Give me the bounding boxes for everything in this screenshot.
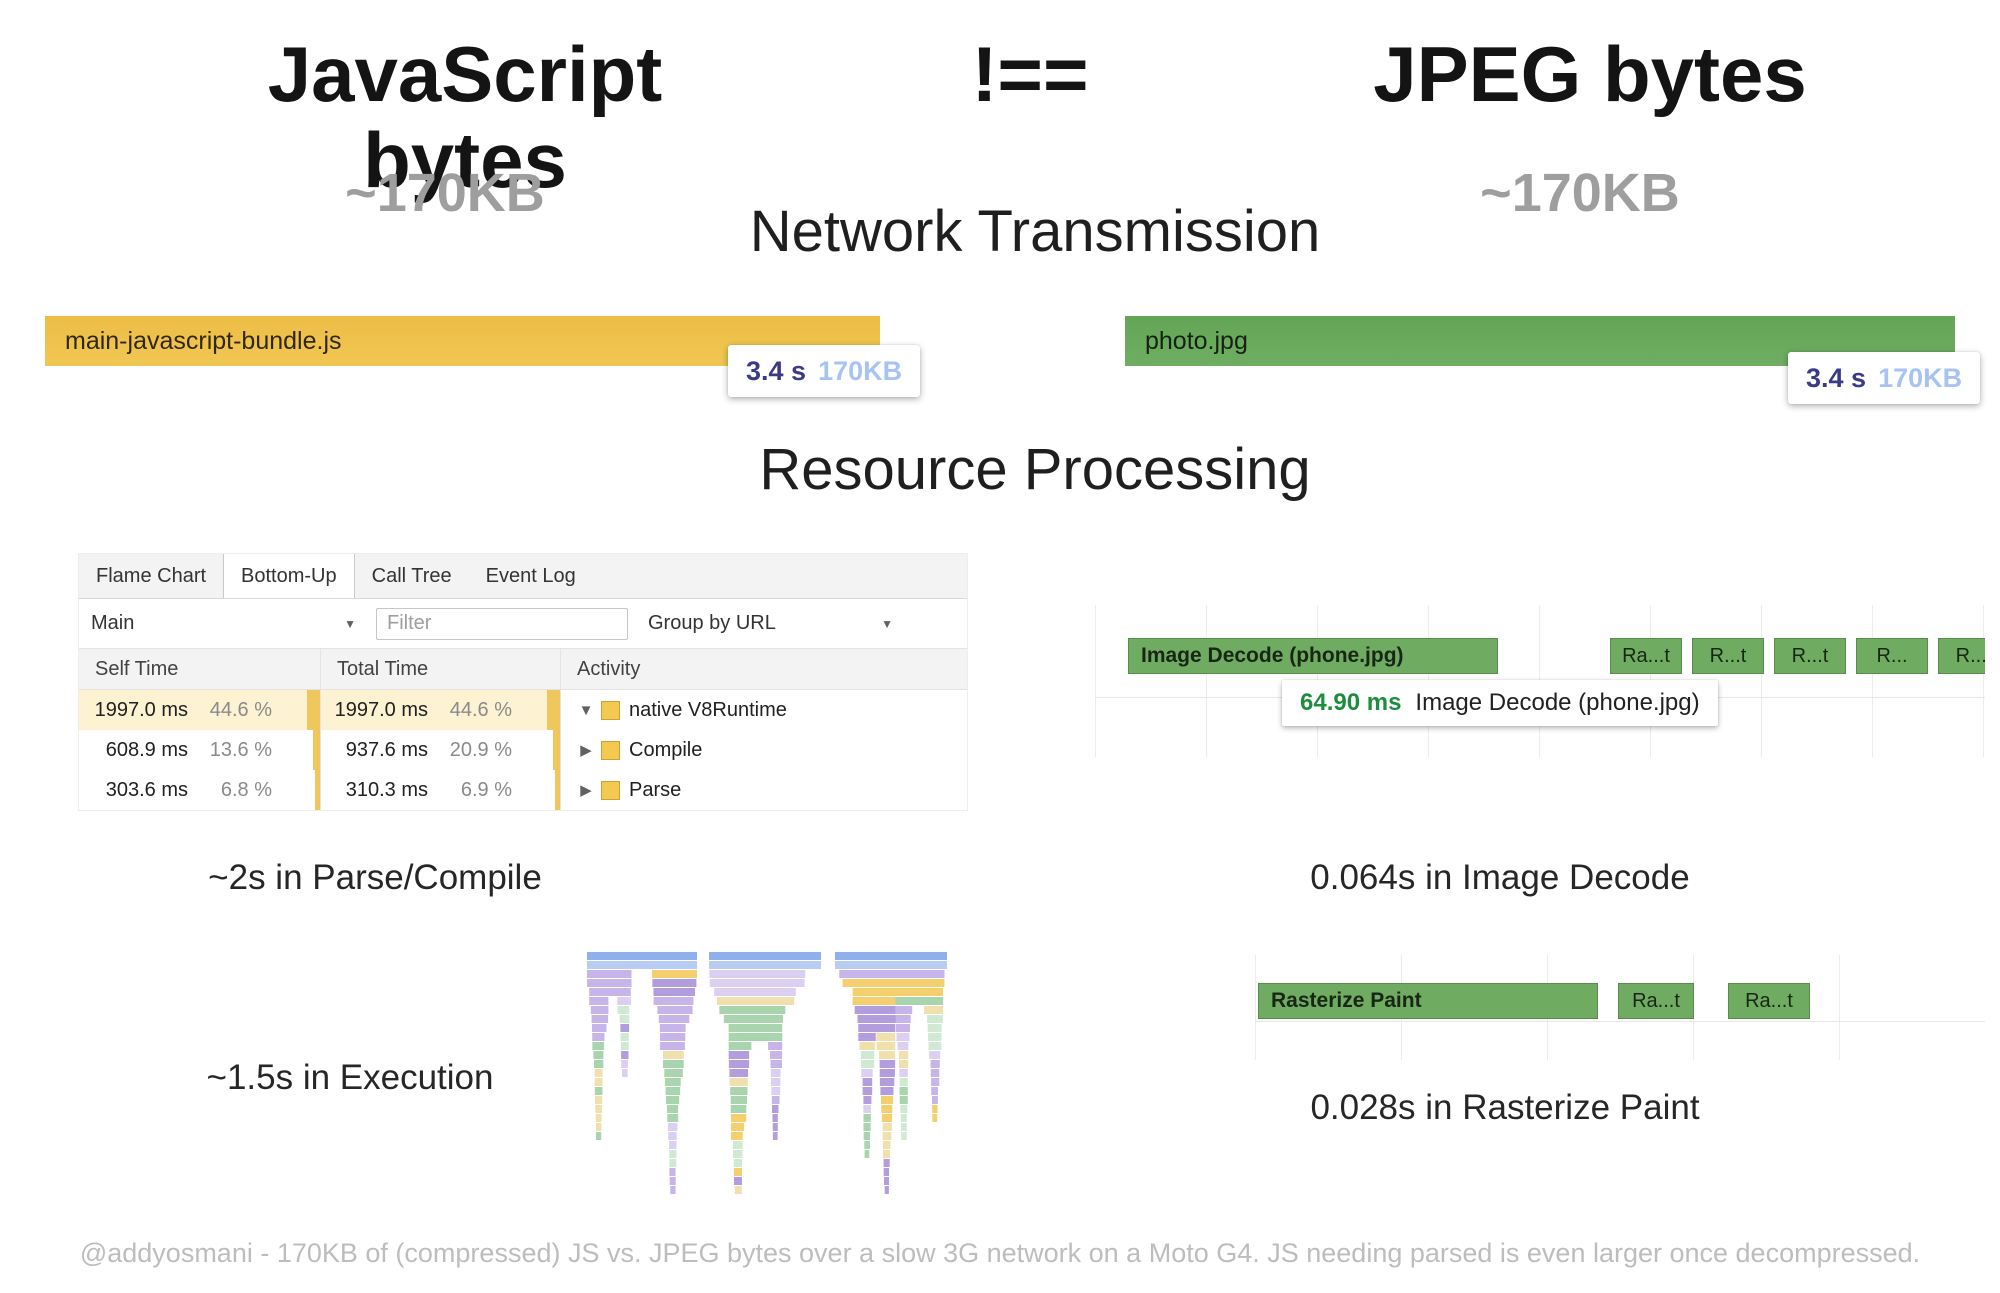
self-time-cell: 608.9 ms 13.6 % bbox=[79, 730, 321, 770]
dropdown-arrow-icon: ▼ bbox=[881, 616, 893, 631]
decode-tooltip-label: Image Decode (phone.jpg) bbox=[1415, 689, 1700, 716]
rasterize-caption: 0.028s in Rasterize Paint bbox=[1310, 1088, 1700, 1127]
self-time-value: 608.9 ms bbox=[105, 738, 188, 761]
total-time-cell: 937.6 ms 20.9 % bbox=[321, 730, 561, 770]
total-time-cell: 1997.0 ms 44.6 % bbox=[321, 690, 561, 730]
heat-bar bbox=[555, 770, 560, 810]
total-time-percent: 44.6 % bbox=[449, 698, 512, 721]
heat-bar bbox=[315, 770, 320, 810]
column-header-activity[interactable]: Activity bbox=[577, 657, 641, 680]
dropdown-arrow-icon: ▼ bbox=[344, 616, 356, 631]
js-network-bar-label: main-javascript-bundle.js bbox=[65, 326, 342, 355]
heat-bar bbox=[547, 690, 560, 730]
js-tooltip-size: 170KB bbox=[818, 355, 903, 386]
total-time-percent: 6.9 % bbox=[460, 778, 512, 801]
tab-call-tree[interactable]: Call Tree bbox=[371, 564, 452, 587]
activity-label: Compile bbox=[629, 738, 703, 761]
self-time-percent: 13.6 % bbox=[209, 738, 272, 761]
activity-cell: ▼ native V8Runtime bbox=[561, 690, 967, 730]
devtools-tab-strip: Flame Chart Bottom-Up Call Tree Event Lo… bbox=[79, 554, 967, 599]
total-time-value: 937.6 ms bbox=[345, 738, 428, 761]
self-time-value: 1997.0 ms bbox=[94, 698, 188, 721]
image-decode-caption: 0.064s in Image Decode bbox=[1310, 858, 1690, 897]
collapse-arrow-icon[interactable]: ▶ bbox=[580, 742, 592, 759]
tab-flame-chart[interactable]: Flame Chart bbox=[96, 564, 207, 587]
script-color-swatch-icon bbox=[601, 780, 620, 800]
thread-select-value: Main bbox=[91, 612, 135, 634]
js-network-tooltip: 3.4 s 170KB bbox=[728, 345, 921, 397]
heat-bar bbox=[313, 730, 320, 770]
table-row[interactable]: 303.6 ms 6.8 % 310.3 ms 6.9 % ▶ Parse bbox=[79, 770, 967, 810]
table-row[interactable]: 608.9 ms 13.6 % 937.6 ms 20.9 % ▶ Compil… bbox=[79, 730, 967, 770]
filter-input[interactable] bbox=[376, 607, 628, 640]
execution-caption: ~1.5s in Execution bbox=[206, 1058, 494, 1097]
image-decode-timeline: Image Decode (phone.jpg) Ra...t R...t R.… bbox=[1095, 605, 1985, 757]
processing-section-title: Resource Processing bbox=[759, 437, 1311, 502]
rasterize-small-bar[interactable]: R...t bbox=[1938, 638, 1985, 674]
total-time-percent: 20.9 % bbox=[449, 738, 512, 761]
page-title-js: JavaScript bytes bbox=[267, 30, 663, 204]
rasterize-small-bar[interactable]: R... bbox=[1856, 638, 1928, 674]
rasterize-timeline: Rasterize Paint Ra...t Ra...t bbox=[1255, 955, 1985, 1060]
collapse-arrow-icon[interactable]: ▶ bbox=[580, 782, 592, 799]
devtools-panel: Flame Chart Bottom-Up Call Tree Event Lo… bbox=[78, 553, 968, 811]
devtools-toolbar: Main ▼ Group by URL ▼ bbox=[79, 599, 967, 649]
rasterize-small-bar[interactable]: Ra...t bbox=[1610, 638, 1682, 674]
js-tooltip-time: 3.4 s bbox=[746, 355, 807, 386]
rasterize-small-bar[interactable]: R...t bbox=[1774, 638, 1846, 674]
self-time-value: 303.6 ms bbox=[105, 778, 188, 801]
rasterize-small-bar[interactable]: R...t bbox=[1692, 638, 1764, 674]
thread-select[interactable]: Main ▼ bbox=[91, 612, 356, 635]
image-decode-bar[interactable]: Image Decode (phone.jpg) bbox=[1128, 638, 1498, 674]
self-time-cell: 1997.0 ms 44.6 % bbox=[79, 690, 321, 730]
self-time-percent: 44.6 % bbox=[209, 698, 272, 721]
heat-bar bbox=[307, 690, 320, 730]
timeline-gridline bbox=[1255, 1021, 1985, 1022]
flame-chart bbox=[585, 952, 951, 1204]
tab-event-log[interactable]: Event Log bbox=[485, 564, 576, 587]
image-decode-tooltip: 64.90 ms Image Decode (phone.jpg) bbox=[1282, 680, 1718, 726]
self-time-percent: 6.8 % bbox=[220, 778, 272, 801]
group-by-select-value: Group by URL bbox=[648, 612, 776, 634]
column-header-total-time[interactable]: Total Time bbox=[321, 649, 561, 689]
heat-bar bbox=[553, 730, 560, 770]
group-by-select[interactable]: Group by URL ▼ bbox=[648, 612, 893, 635]
rasterize-small-bar[interactable]: Ra...t bbox=[1728, 983, 1810, 1019]
total-time-value: 1997.0 ms bbox=[334, 698, 428, 721]
jpeg-tooltip-size: 170KB bbox=[1878, 362, 1963, 393]
expand-arrow-icon[interactable]: ▼ bbox=[578, 701, 594, 719]
tab-bottom-up[interactable]: Bottom-Up bbox=[223, 554, 355, 598]
column-header-self-time[interactable]: Self Time bbox=[79, 649, 321, 689]
self-time-cell: 303.6 ms 6.8 % bbox=[79, 770, 321, 810]
activity-cell: ▶ Parse bbox=[561, 770, 967, 810]
js-size-label: ~170KB bbox=[345, 163, 545, 223]
table-row[interactable]: 1997.0 ms 44.6 % 1997.0 ms 44.6 % ▼ nati… bbox=[79, 690, 967, 730]
jpeg-network-tooltip: 3.4 s 170KB bbox=[1788, 352, 1981, 404]
network-section-title: Network Transmission bbox=[749, 199, 1321, 264]
activity-label: Parse bbox=[629, 778, 682, 801]
table-header: Self Time Total Time Activity bbox=[79, 649, 967, 690]
jpeg-tooltip-time: 3.4 s bbox=[1806, 362, 1867, 393]
rasterize-small-bar[interactable]: Ra...t bbox=[1618, 983, 1694, 1019]
activity-cell: ▶ Compile bbox=[561, 730, 967, 770]
jpeg-size-label: ~170KB bbox=[1480, 163, 1680, 223]
script-color-swatch-icon bbox=[601, 740, 620, 760]
total-time-cell: 310.3 ms 6.9 % bbox=[321, 770, 561, 810]
script-color-swatch-icon bbox=[601, 700, 620, 720]
jpeg-network-bar-label: photo.jpg bbox=[1145, 326, 1248, 355]
activity-label: native V8Runtime bbox=[629, 698, 787, 721]
inequality-operator: !== bbox=[971, 30, 1089, 118]
rasterize-paint-bar[interactable]: Rasterize Paint bbox=[1258, 983, 1598, 1019]
page-title-jpeg: JPEG bytes bbox=[1373, 30, 1807, 118]
flame-chart-image bbox=[587, 952, 947, 1194]
parse-compile-caption: ~2s in Parse/Compile bbox=[208, 858, 542, 897]
decode-tooltip-time: 64.90 ms bbox=[1300, 689, 1402, 716]
total-time-value: 310.3 ms bbox=[345, 778, 428, 801]
footer-attribution: @addyosmani - 170KB of (compressed) JS v… bbox=[79, 1238, 1921, 1268]
